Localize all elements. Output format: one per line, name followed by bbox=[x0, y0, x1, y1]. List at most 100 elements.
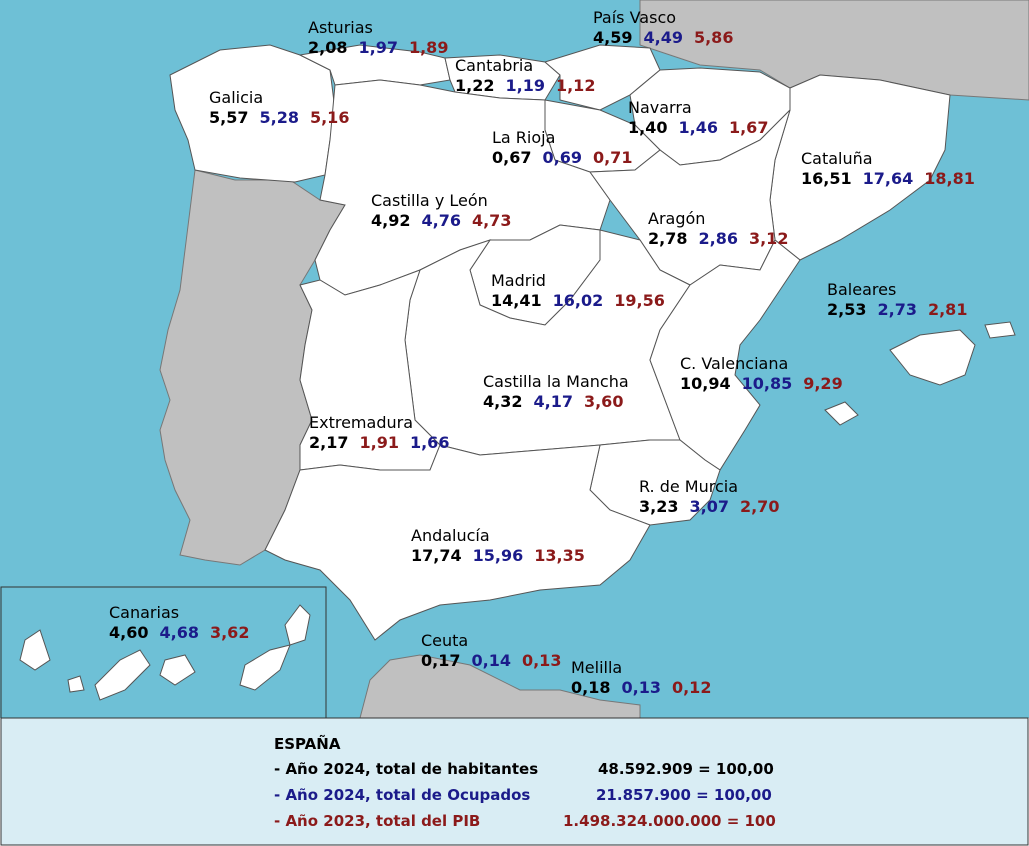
region-name: Galicia bbox=[209, 88, 264, 107]
value-ocupados: 15,96 bbox=[472, 546, 524, 565]
region-baleares-menorca bbox=[984, 321, 1016, 339]
region-name: Melilla bbox=[571, 658, 623, 677]
value-habitantes: 0,67 bbox=[492, 148, 532, 167]
value-pib: 19,56 bbox=[614, 291, 665, 310]
label-aragon: Aragón 2,78 2,86 3,12 bbox=[648, 209, 799, 249]
label-murcia: R. de Murcia 3,23 3,07 2,70 bbox=[639, 477, 790, 517]
label-baleares: Baleares 2,53 2,73 2,81 bbox=[827, 280, 978, 320]
region-name: Extremadura bbox=[309, 413, 413, 432]
region-name: La Rioja bbox=[492, 128, 556, 147]
region-name: Aragón bbox=[648, 209, 706, 228]
value-pib: 3,12 bbox=[748, 229, 789, 248]
value-pib: 18,81 bbox=[924, 169, 975, 188]
value-pib: 2,81 bbox=[927, 300, 968, 319]
value-habitantes: 4,92 bbox=[371, 211, 411, 230]
legend-row-habitantes-label: - Año 2024, total de habitantes bbox=[274, 760, 539, 778]
value-pib: 1,67 bbox=[728, 118, 769, 137]
region-name: Castilla y León bbox=[371, 191, 488, 210]
region-name: Andalucía bbox=[411, 526, 490, 545]
value-pib: 5,16 bbox=[309, 108, 350, 127]
island-6 bbox=[284, 604, 311, 646]
value-pib: 0,12 bbox=[671, 678, 712, 697]
value-pib: 1,89 bbox=[408, 38, 449, 57]
label-pais-vasco: País Vasco 4,59 4,49 5,86 bbox=[593, 8, 744, 48]
value-pib: 5,86 bbox=[693, 28, 734, 47]
value-pib: 0,13 bbox=[521, 651, 562, 670]
value-habitantes: 5,57 bbox=[209, 108, 249, 127]
region-name: Ceuta bbox=[421, 631, 469, 650]
region-name: Cantabria bbox=[455, 56, 534, 75]
region-name: Canarias bbox=[109, 603, 180, 622]
region-baleares-ibiza bbox=[824, 401, 859, 426]
value-ocupados: 0,13 bbox=[621, 678, 661, 697]
region-name: País Vasco bbox=[593, 8, 677, 27]
region-c-valenciana bbox=[649, 239, 801, 471]
label-galicia: Galicia 5,57 5,28 5,16 bbox=[209, 88, 360, 128]
value-habitantes: 2,53 bbox=[827, 300, 867, 319]
label-madrid: Madrid 14,41 16,02 19,56 bbox=[491, 271, 676, 311]
label-canarias: Canarias 4,60 4,68 3,62 bbox=[109, 603, 260, 643]
label-castilla-y-leon: Castilla y León 4,92 4,76 4,73 bbox=[371, 191, 522, 231]
value-ocupados: 2,86 bbox=[698, 229, 738, 248]
value-ocupados-swapped-color: 1,91 bbox=[359, 433, 399, 452]
island-1 bbox=[19, 629, 51, 671]
label-la-rioja: La Rioja 0,67 0,69 0,71 bbox=[492, 128, 643, 168]
label-andalucia: Andalucía 17,74 15,96 13,35 bbox=[411, 526, 596, 566]
label-cantabria: Cantabria 1,22 1,19 1,12 bbox=[455, 56, 606, 96]
island-2 bbox=[67, 675, 85, 693]
region-name: Asturias bbox=[308, 18, 373, 37]
value-pib: 1,12 bbox=[555, 76, 596, 95]
legend-title: ESPAÑA bbox=[274, 735, 341, 753]
island-5 bbox=[239, 644, 291, 691]
value-habitantes: 3,23 bbox=[639, 497, 679, 516]
value-habitantes: 4,59 bbox=[593, 28, 633, 47]
value-habitantes: 14,41 bbox=[491, 291, 542, 310]
value-pib: 13,35 bbox=[534, 546, 585, 565]
value-ocupados: 4,76 bbox=[421, 211, 461, 230]
value-ocupados: 0,14 bbox=[471, 651, 511, 670]
value-pib: 2,70 bbox=[739, 497, 780, 516]
legend-row-pib-label: - Año 2023, total del PIB bbox=[274, 812, 481, 830]
value-ocupados: 5,28 bbox=[259, 108, 299, 127]
label-c-valenciana: C. Valenciana 10,94 10,85 9,29 bbox=[680, 354, 854, 394]
region-name: C. Valenciana bbox=[680, 354, 789, 373]
region-name: Cataluña bbox=[801, 149, 873, 168]
value-habitantes: 0,17 bbox=[421, 651, 461, 670]
value-ocupados: 2,73 bbox=[877, 300, 917, 319]
region-baleares-mallorca bbox=[889, 329, 976, 386]
legend-row-ocupados-label: - Año 2024, total de Ocupados bbox=[274, 786, 531, 804]
value-habitantes: 16,51 bbox=[801, 169, 852, 188]
region-name: Baleares bbox=[827, 280, 897, 299]
legend: ESPAÑA - Año 2024, total de habitantes 4… bbox=[0, 718, 1029, 846]
value-ocupados: 16,02 bbox=[552, 291, 604, 310]
region-andalucia bbox=[264, 444, 651, 641]
label-cataluna: Cataluña 16,51 17,64 18,81 bbox=[801, 149, 986, 189]
legend-box bbox=[0, 717, 1029, 846]
value-pib-swapped-color: 1,66 bbox=[409, 433, 450, 452]
value-ocupados: 17,64 bbox=[862, 169, 914, 188]
island-3 bbox=[94, 649, 151, 701]
legend-row-pib-value: 1.498.324.000.000 = 100 bbox=[563, 812, 776, 830]
morocco-land bbox=[359, 654, 641, 719]
region-name: R. de Murcia bbox=[639, 477, 739, 496]
label-ceuta: Ceuta 0,17 0,14 0,13 bbox=[421, 631, 572, 671]
value-ocupados: 1,19 bbox=[505, 76, 545, 95]
value-ocupados: 4,49 bbox=[643, 28, 683, 47]
region-name: Castilla la Mancha bbox=[483, 372, 629, 391]
value-pib: 3,60 bbox=[583, 392, 624, 411]
label-melilla: Melilla 0,18 0,13 0,12 bbox=[571, 658, 722, 698]
value-ocupados: 3,07 bbox=[689, 497, 729, 516]
island-4 bbox=[159, 654, 196, 686]
label-navarra: Navarra 1,40 1,46 1,67 bbox=[628, 98, 779, 138]
value-pib: 3,62 bbox=[209, 623, 250, 642]
value-habitantes: 4,60 bbox=[109, 623, 149, 642]
value-habitantes: 10,94 bbox=[680, 374, 731, 393]
value-ocupados: 1,97 bbox=[358, 38, 398, 57]
value-habitantes: 4,32 bbox=[483, 392, 523, 411]
value-ocupados: 4,68 bbox=[159, 623, 199, 642]
value-ocupados: 0,69 bbox=[542, 148, 582, 167]
value-ocupados: 1,46 bbox=[678, 118, 718, 137]
value-habitantes: 1,22 bbox=[455, 76, 495, 95]
value-habitantes: 2,08 bbox=[308, 38, 348, 57]
